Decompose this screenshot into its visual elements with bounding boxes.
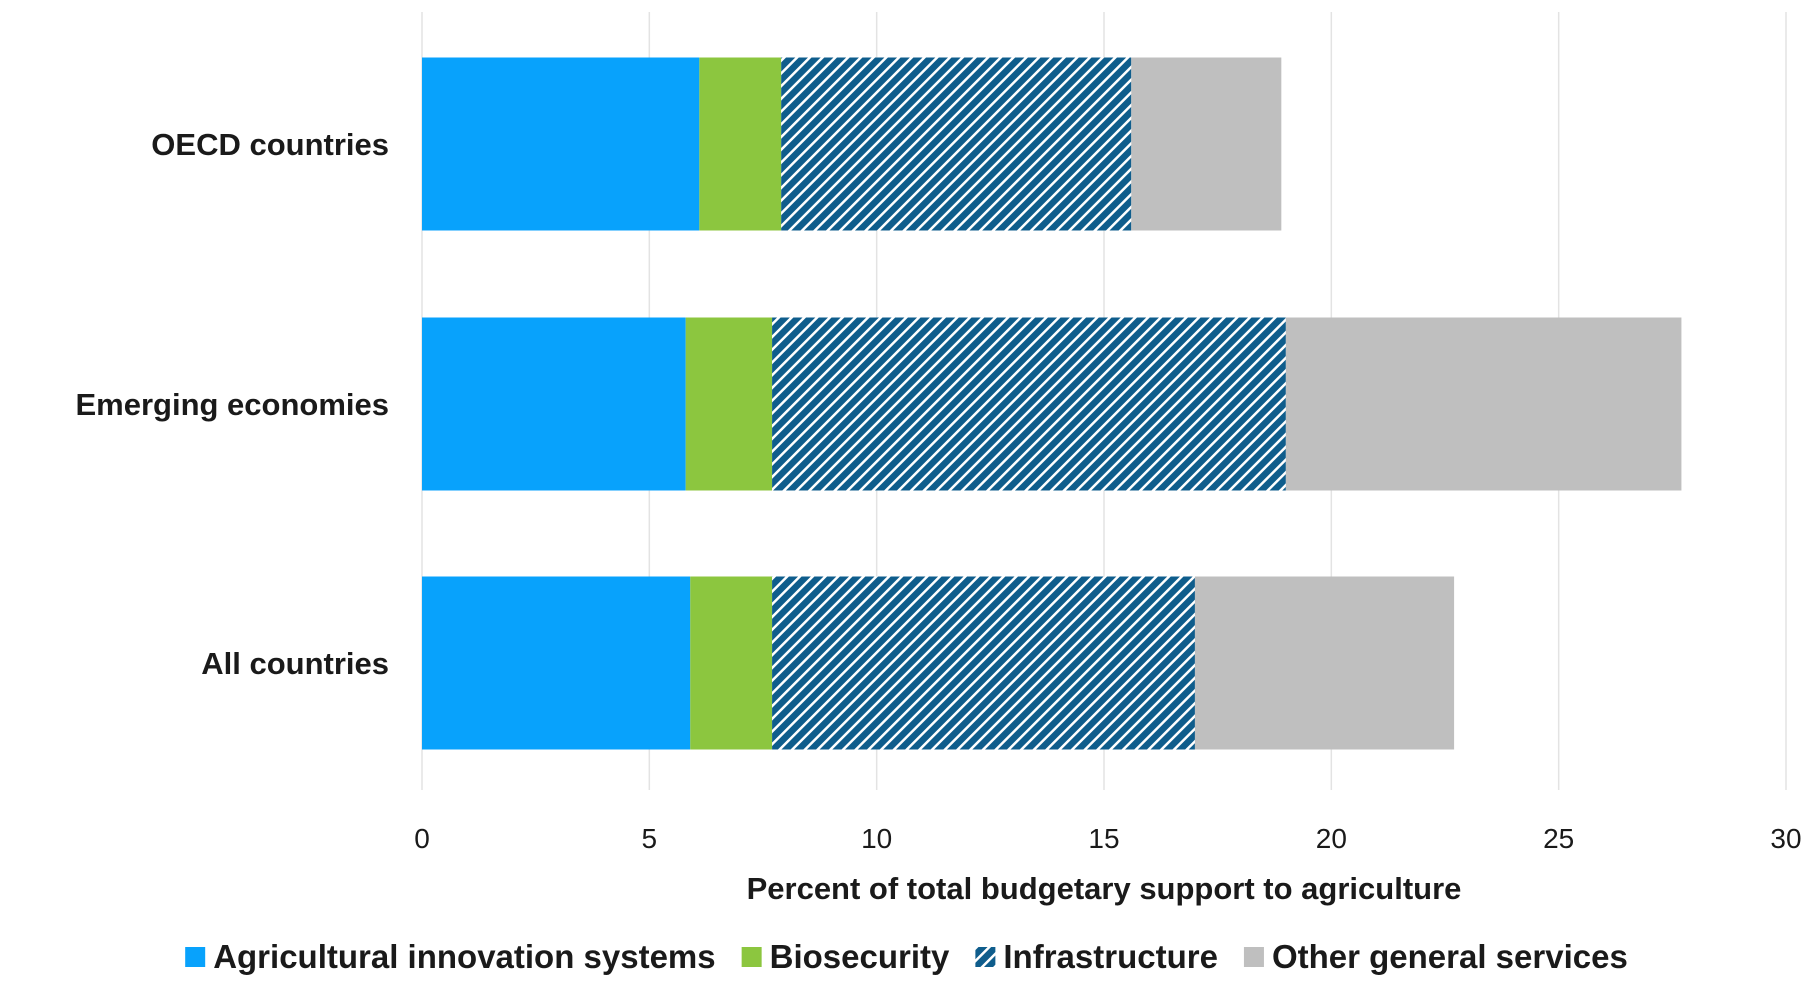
- bar-all-countries-agricultural-innovation-systems: [422, 576, 691, 750]
- bar-oecd-countries-agricultural-innovation-systems: [422, 57, 700, 231]
- legend-label-other-general-services: Other general services: [1272, 938, 1628, 975]
- bar-oecd-countries-biosecurity: [699, 57, 782, 231]
- bar-all-countries-other-general-services: [1194, 576, 1455, 750]
- category-label-emerging-economies: Emerging economies: [75, 387, 389, 422]
- bar-emerging-economies-infrastructure: [772, 317, 1286, 491]
- bars: [422, 57, 1682, 750]
- legend-swatch-agricultural-innovation-systems: [185, 947, 206, 967]
- legend-label-biosecurity: Biosecurity: [770, 938, 950, 975]
- x-tick-label-0: 0: [414, 823, 430, 854]
- category-labels: OECD countries Emerging economies All coun…: [75, 127, 389, 681]
- bar-emerging-economies-other-general-services: [1285, 317, 1682, 491]
- x-tick-label-25: 25: [1543, 823, 1574, 854]
- x-tick-label-15: 15: [1088, 823, 1119, 854]
- bar-oecd-countries-other-general-services: [1131, 57, 1282, 231]
- bar-all-countries-biosecurity: [690, 576, 773, 750]
- x-tick-label-20: 20: [1316, 823, 1347, 854]
- legend-swatch-other-general-services: [1243, 947, 1264, 967]
- bar-oecd-countries-infrastructure: [781, 57, 1132, 231]
- bar-all-countries-infrastructure: [772, 576, 1195, 750]
- category-label-oecd-countries: OECD countries: [151, 127, 389, 162]
- x-tick-label-10: 10: [861, 823, 892, 854]
- bar-emerging-economies-biosecurity: [685, 317, 773, 491]
- x-tick-label-5: 5: [642, 823, 658, 854]
- category-label-all-countries: All countries: [201, 646, 389, 681]
- legend-label-agricultural-innovation-systems: Agricultural innovation systems: [213, 938, 715, 975]
- legend-item-infrastructure: Infrastructure: [975, 938, 1218, 975]
- x-axis-title: Percent of total budgetary support to ag…: [747, 871, 1462, 906]
- legend-item-biosecurity: Biosecurity: [741, 938, 950, 975]
- legend-label-infrastructure: Infrastructure: [1003, 938, 1218, 975]
- legend-swatch-biosecurity: [741, 947, 762, 967]
- x-tick-labels: 0 5 10 15 20 25 30: [414, 823, 1801, 854]
- legend: Agricultural innovation systems Biosecuri…: [185, 938, 1628, 975]
- x-tick-label-30: 30: [1770, 823, 1801, 854]
- legend-swatch-infrastructure: [975, 947, 996, 967]
- legend-item-agricultural-innovation-systems: Agricultural innovation systems: [185, 938, 716, 975]
- bar-emerging-economies-agricultural-innovation-systems: [422, 317, 686, 491]
- legend-item-other-general-services: Other general services: [1243, 938, 1628, 975]
